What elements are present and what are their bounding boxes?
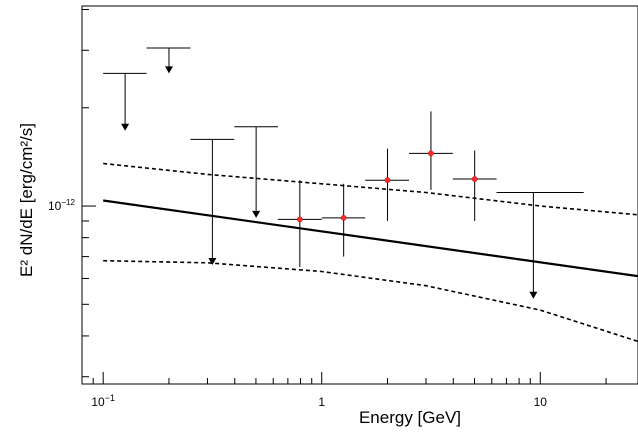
upper-limit <box>190 138 235 265</box>
upper-limit-arrow <box>252 210 261 218</box>
data-point <box>277 180 322 268</box>
data-marker <box>428 150 434 157</box>
upper-limit-arrow <box>529 291 538 299</box>
data-marker <box>384 177 391 184</box>
upper-limit <box>103 72 147 131</box>
y-tick-label: 10−12 <box>48 198 75 213</box>
upper-limit-arrow <box>208 257 217 265</box>
x-tick-label: 10−1 <box>91 393 115 409</box>
best-fit-curve <box>103 199 638 278</box>
upper-limit <box>496 192 584 299</box>
data-points <box>277 111 497 268</box>
confidence-band <box>103 162 638 343</box>
axis-ticks <box>81 9 607 384</box>
best-fit-line <box>103 199 638 278</box>
x-axis-label: Energy [GeV] <box>359 408 461 427</box>
band-lower-curve <box>103 259 638 343</box>
plot-frame <box>81 5 638 385</box>
x-tick-label: 1 <box>318 395 325 409</box>
data-point <box>409 111 453 190</box>
data-marker <box>471 176 478 182</box>
upper-limits <box>103 47 584 299</box>
data-marker <box>340 215 347 221</box>
upper-limit <box>234 126 279 218</box>
tick-labels: 10−1 1 10 10−12 <box>48 198 547 409</box>
y-axis-label: E² dN/dE [erg/cm²/s] <box>17 123 36 277</box>
band-upper-curve <box>103 162 638 216</box>
upper-limit-arrow <box>121 123 130 131</box>
upper-limit <box>146 47 191 74</box>
data-point <box>452 150 497 221</box>
data-point <box>365 148 410 221</box>
data-marker <box>296 216 303 223</box>
x-tick-label: 10 <box>534 395 548 409</box>
data-point <box>321 183 366 257</box>
upper-limit-arrow <box>164 66 173 74</box>
